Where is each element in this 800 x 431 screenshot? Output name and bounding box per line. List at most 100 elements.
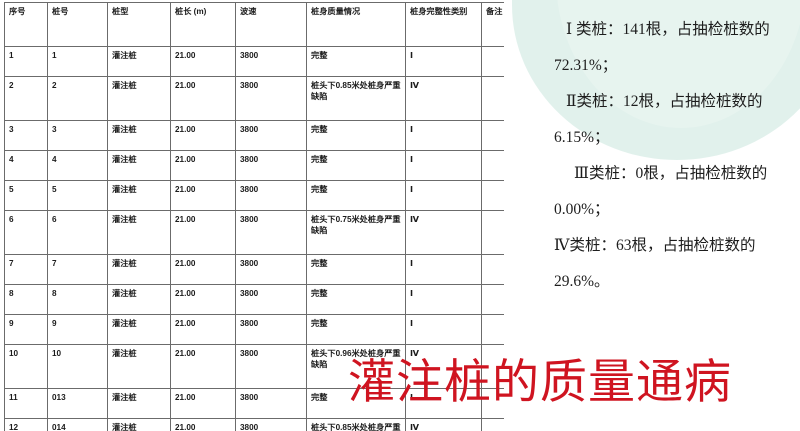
cell-remark: [481, 254, 504, 285]
cell-pile-length: 21.00: [170, 388, 236, 419]
cell-wave-velocity: 3800: [235, 284, 307, 315]
cell-remark: [481, 418, 504, 431]
table-row: 5 5 灌注桩 21.00 3800 完整 Ⅰ: [4, 180, 504, 211]
cell-pile-number: 5: [47, 180, 108, 211]
slide-red-title: 灌注桩的质量通病: [348, 357, 732, 409]
cell-remark: [481, 76, 504, 121]
cell-pile-type: 灌注桩: [107, 210, 171, 255]
cell-pile-type: 灌注桩: [107, 120, 171, 151]
cell-wave-velocity: 3800: [235, 314, 307, 345]
cell-shaft-quality: 桩头下0.96米处桩身严重缺陷: [306, 344, 406, 389]
cell-pile-length: 21.00: [170, 344, 236, 389]
cell-remark: [481, 210, 504, 255]
cell-pile-length: 21.00: [170, 150, 236, 181]
cell-integrity-category: Ⅳ: [405, 344, 482, 389]
cell-remark: [481, 150, 504, 181]
cell-integrity-category: Ⅰ: [405, 180, 482, 211]
cell-pile-length: 21.00: [170, 418, 236, 431]
table-row: 2 2 灌注桩 21.00 3800 桩头下0.85米处桩身严重缺陷 Ⅳ: [4, 76, 504, 121]
summary-line-class1-percent: 72.31%；: [554, 57, 618, 74]
table-row: 3 3 灌注桩 21.00 3800 完整 Ⅰ: [4, 120, 504, 151]
cell-pile-length: 21.00: [170, 46, 236, 77]
table-body: 1 1 灌注桩 21.00 3800 完整 Ⅰ 2 2 灌注桩 21.00 3800 桩头下0.85米处…: [4, 46, 504, 431]
cell-pile-number: 013: [47, 388, 108, 419]
table-header: 序号 桩号 桩型 桩长 (m) 波速 桩身质量情况 桩身完整性类别 备注: [4, 2, 504, 47]
cell-remark: [481, 120, 504, 151]
cell-integrity-category: Ⅳ: [405, 210, 482, 255]
cell-shaft-quality: 完整: [306, 120, 406, 151]
cell-pile-number: 8: [47, 284, 108, 315]
cell-shaft-quality: 桩头下0.75米处桩身严重缺陷: [306, 210, 406, 255]
cell-pile-type: 灌注桩: [107, 284, 171, 315]
cell-integrity-category: Ⅰ: [405, 314, 482, 345]
summary-line-class4: Ⅳ类桩：63根，占抽检桩数的: [554, 237, 756, 254]
cell-integrity-category: Ⅰ: [405, 388, 482, 419]
cell-wave-velocity: 3800: [235, 76, 307, 121]
cell-wave-velocity: 3800: [235, 46, 307, 77]
cell-wave-velocity: 3800: [235, 180, 307, 211]
summary-line-class2: Ⅱ类桩：12根，占抽检桩数的: [566, 93, 763, 110]
cell-pile-number: 9: [47, 314, 108, 345]
category-summary-panel: Ⅰ 类桩：141根，占抽检桩数的 72.31%； Ⅱ类桩：12根，占抽检桩数的 …: [554, 12, 800, 300]
cell-remark: [481, 46, 504, 77]
summary-line-class3: Ⅲ类桩：0根，占抽检桩数的: [574, 165, 768, 182]
table-row: 9 9 灌注桩 21.00 3800 完整 Ⅰ: [4, 314, 504, 345]
cell-pile-length: 21.00: [170, 120, 236, 151]
column-header-shaft-quality: 桩身质量情况: [306, 2, 406, 47]
cell-shaft-quality: 完整: [306, 284, 406, 315]
cell-sequence: 10: [4, 344, 48, 389]
cell-pile-length: 21.00: [170, 76, 236, 121]
cell-pile-number: 3: [47, 120, 108, 151]
summary-line-class3-percent: 0.00%；: [554, 201, 610, 218]
cell-pile-number: 1: [47, 46, 108, 77]
cell-sequence: 2: [4, 76, 48, 121]
cell-pile-type: 灌注桩: [107, 314, 171, 345]
table-row: 1 1 灌注桩 21.00 3800 完整 Ⅰ: [4, 46, 504, 77]
cell-remark: [481, 314, 504, 345]
cell-sequence: 6: [4, 210, 48, 255]
cell-sequence: 4: [4, 150, 48, 181]
cell-wave-velocity: 3800: [235, 210, 307, 255]
cell-remark: [481, 180, 504, 211]
cell-pile-length: 21.00: [170, 254, 236, 285]
cell-pile-length: 21.00: [170, 284, 236, 315]
table-row: 10 10 灌注桩 21.00 3800 桩头下0.96米处桩身严重缺陷 Ⅳ: [4, 344, 504, 389]
cell-sequence: 1: [4, 46, 48, 77]
cell-shaft-quality: 完整: [306, 46, 406, 77]
cell-pile-length: 21.00: [170, 180, 236, 211]
cell-sequence: 8: [4, 284, 48, 315]
table-row: 4 4 灌注桩 21.00 3800 完整 Ⅰ: [4, 150, 504, 181]
column-header-wave-velocity: 波速: [235, 2, 307, 47]
cell-shaft-quality: 桩头下0.85米处桩身严重缺陷: [306, 418, 406, 431]
column-header-remark: 备注: [481, 2, 504, 47]
cell-pile-number: 014: [47, 418, 108, 431]
table-row: 6 6 灌注桩 21.00 3800 桩头下0.75米处桩身严重缺陷 Ⅳ: [4, 210, 504, 255]
table-row: 8 8 灌注桩 21.00 3800 完整 Ⅰ: [4, 284, 504, 315]
cell-sequence: 5: [4, 180, 48, 211]
cell-wave-velocity: 3800: [235, 254, 307, 285]
table-header-row: 序号 桩号 桩型 桩长 (m) 波速 桩身质量情况 桩身完整性类别 备注: [4, 2, 504, 47]
cell-integrity-category: Ⅰ: [405, 46, 482, 77]
column-header-pile-type: 桩型: [107, 2, 171, 47]
cell-integrity-category: Ⅰ: [405, 284, 482, 315]
cell-pile-type: 灌注桩: [107, 180, 171, 211]
cell-sequence: 9: [4, 314, 48, 345]
cell-integrity-category: Ⅳ: [405, 418, 482, 431]
cell-integrity-category: Ⅰ: [405, 120, 482, 151]
cell-shaft-quality: 桩头下0.85米处桩身严重缺陷: [306, 76, 406, 121]
cell-pile-type: 灌注桩: [107, 254, 171, 285]
cell-pile-number: 10: [47, 344, 108, 389]
cell-remark: [481, 284, 504, 315]
cell-remark: [481, 344, 504, 389]
cell-pile-length: 21.00: [170, 314, 236, 345]
cell-sequence: 11: [4, 388, 48, 419]
cell-wave-velocity: 3800: [235, 388, 307, 419]
cell-wave-velocity: 3800: [235, 150, 307, 181]
summary-line-class1: Ⅰ 类桩：141根，占抽检桩数的: [566, 21, 770, 38]
cell-pile-number: 4: [47, 150, 108, 181]
cell-shaft-quality: 完整: [306, 254, 406, 285]
cell-integrity-category: Ⅰ: [405, 254, 482, 285]
